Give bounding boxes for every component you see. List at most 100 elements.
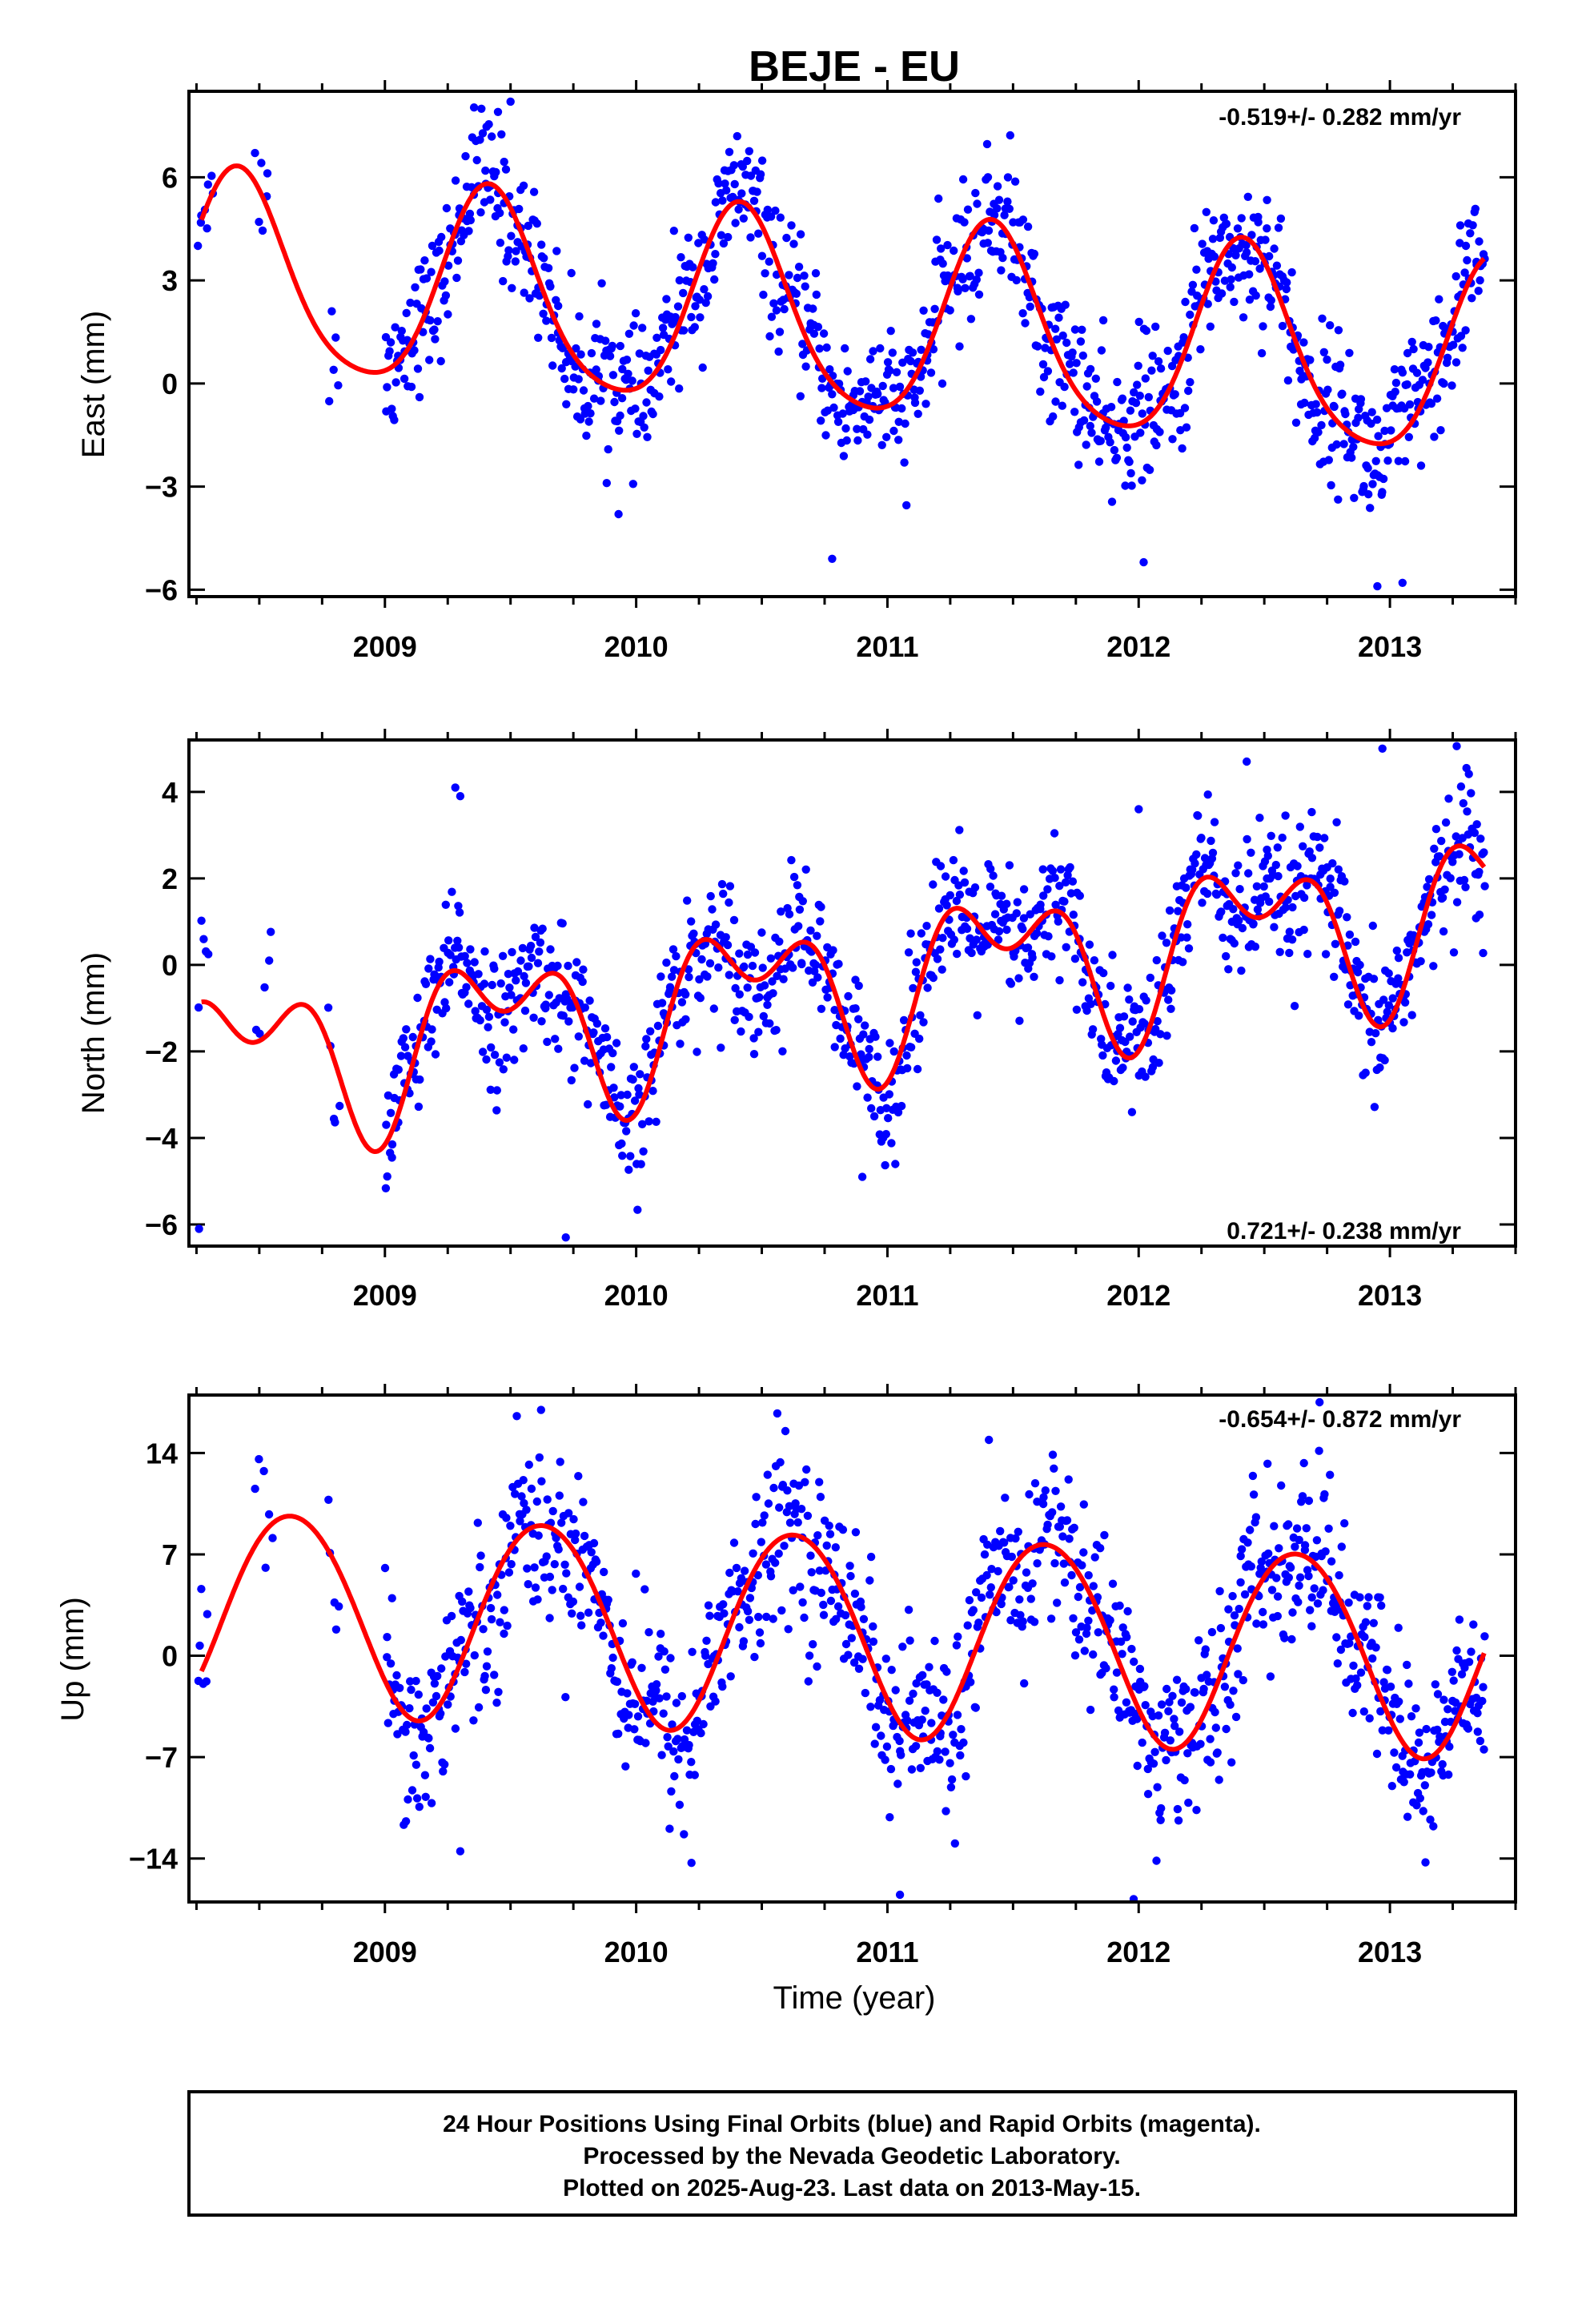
north-ytick-label: 0 (162, 949, 178, 982)
east-data-point (1312, 408, 1322, 417)
up-data-point (1071, 1628, 1081, 1637)
north-data-point (1384, 969, 1393, 978)
up-data-point (798, 1598, 807, 1607)
up-data-point (543, 1495, 552, 1504)
north-data-point (456, 792, 465, 801)
up-data-point (255, 1454, 263, 1464)
north-data-point (451, 783, 460, 792)
east-data-point (787, 221, 796, 230)
up-data-point (1383, 1666, 1392, 1675)
north-data-point (516, 956, 525, 965)
east-data-point (540, 254, 548, 263)
east-data-point (763, 205, 772, 215)
east-data-point (548, 361, 557, 370)
north-data-point (1475, 911, 1484, 919)
east-data-point (1110, 445, 1119, 455)
north-data-point (885, 1039, 894, 1047)
north-data-point (893, 1108, 903, 1117)
east-data-point (1474, 287, 1483, 296)
east-data-point (698, 363, 707, 372)
up-data-point (458, 1597, 467, 1606)
north-data-point (1424, 875, 1434, 884)
north-data-point (669, 966, 679, 975)
north-data-point (567, 1076, 576, 1085)
north-data-point (865, 1044, 873, 1054)
up-data-point (699, 1719, 708, 1729)
east-data-point (1300, 398, 1309, 408)
up-data-point (1089, 1650, 1098, 1659)
up-data-point (1227, 1758, 1236, 1767)
east-data-point (982, 139, 992, 149)
up-data-point (1337, 1542, 1347, 1551)
up-data-point (1050, 1464, 1058, 1474)
north-data-point (1274, 871, 1283, 881)
up-data-point (251, 1484, 259, 1494)
north-data-point (492, 1106, 501, 1115)
east-data-point (691, 302, 700, 311)
north-data-point (754, 1027, 763, 1036)
east-data-point (589, 394, 599, 403)
north-data-point (1118, 1063, 1127, 1072)
up-data-point (1360, 1633, 1369, 1642)
up-data-point (1153, 1783, 1162, 1791)
east-data-point (440, 277, 449, 286)
north-data-point (580, 1056, 589, 1065)
up-data-point (1143, 1790, 1153, 1799)
east-data-point (631, 309, 640, 318)
up-data-point (383, 1719, 392, 1727)
north-data-point (1014, 974, 1023, 983)
north-data-point (1270, 923, 1279, 931)
north-data-point (779, 975, 788, 983)
up-data-point (1447, 1667, 1457, 1676)
east-data-point (843, 367, 852, 376)
up-data-point (599, 1631, 608, 1640)
north-data-point (740, 962, 749, 971)
north-data-point (1070, 955, 1080, 963)
east-data-point (815, 344, 824, 353)
up-data-point (545, 1614, 554, 1622)
up-data-point (493, 1590, 502, 1599)
north-data-point (480, 947, 489, 956)
east-data-point (511, 257, 520, 266)
north-data-point (1464, 770, 1473, 778)
up-data-point (476, 1551, 485, 1560)
up-data-point (777, 1606, 786, 1615)
up-data-point (985, 1435, 994, 1445)
east-data-point (1043, 367, 1053, 376)
east-data-point (411, 283, 420, 292)
north-data-point (1050, 829, 1059, 838)
north-data-point (725, 882, 735, 891)
up-data-point (1060, 1578, 1070, 1587)
east-data-point (504, 246, 513, 255)
up-ylabel: Up (mm) (55, 1597, 90, 1722)
east-data-point (1163, 346, 1172, 356)
up-data-point (1094, 1628, 1103, 1637)
east-data-point (714, 179, 723, 188)
north-data-point (909, 983, 917, 993)
north-data-point (801, 865, 810, 875)
north-xtick-label: 2013 (1358, 1279, 1422, 1312)
up-data-point (1018, 1617, 1027, 1626)
north-data-point (1054, 917, 1063, 926)
north-data-point (955, 891, 965, 899)
north-data-point (1127, 1108, 1137, 1116)
north-data-point (1423, 920, 1433, 929)
up-data-point (845, 1562, 854, 1570)
east-data-point (1330, 402, 1339, 412)
north-data-point (624, 1165, 633, 1174)
up-data-point (1220, 1683, 1230, 1691)
east-data-point (700, 235, 709, 244)
north-data-point (817, 903, 825, 911)
up-data-point (1292, 1524, 1302, 1533)
east-data-point (1036, 387, 1045, 396)
east-data-point (1145, 465, 1154, 474)
east-data-point (1082, 440, 1090, 449)
up-data-point (1395, 1697, 1403, 1706)
north-data-point (589, 1028, 598, 1037)
up-data-point (1302, 1524, 1311, 1533)
north-data-point (1019, 914, 1029, 923)
north-data-point (1166, 1004, 1175, 1014)
east-data-point (1356, 395, 1366, 404)
east-data-point (766, 212, 776, 221)
north-data-point (1448, 858, 1457, 866)
